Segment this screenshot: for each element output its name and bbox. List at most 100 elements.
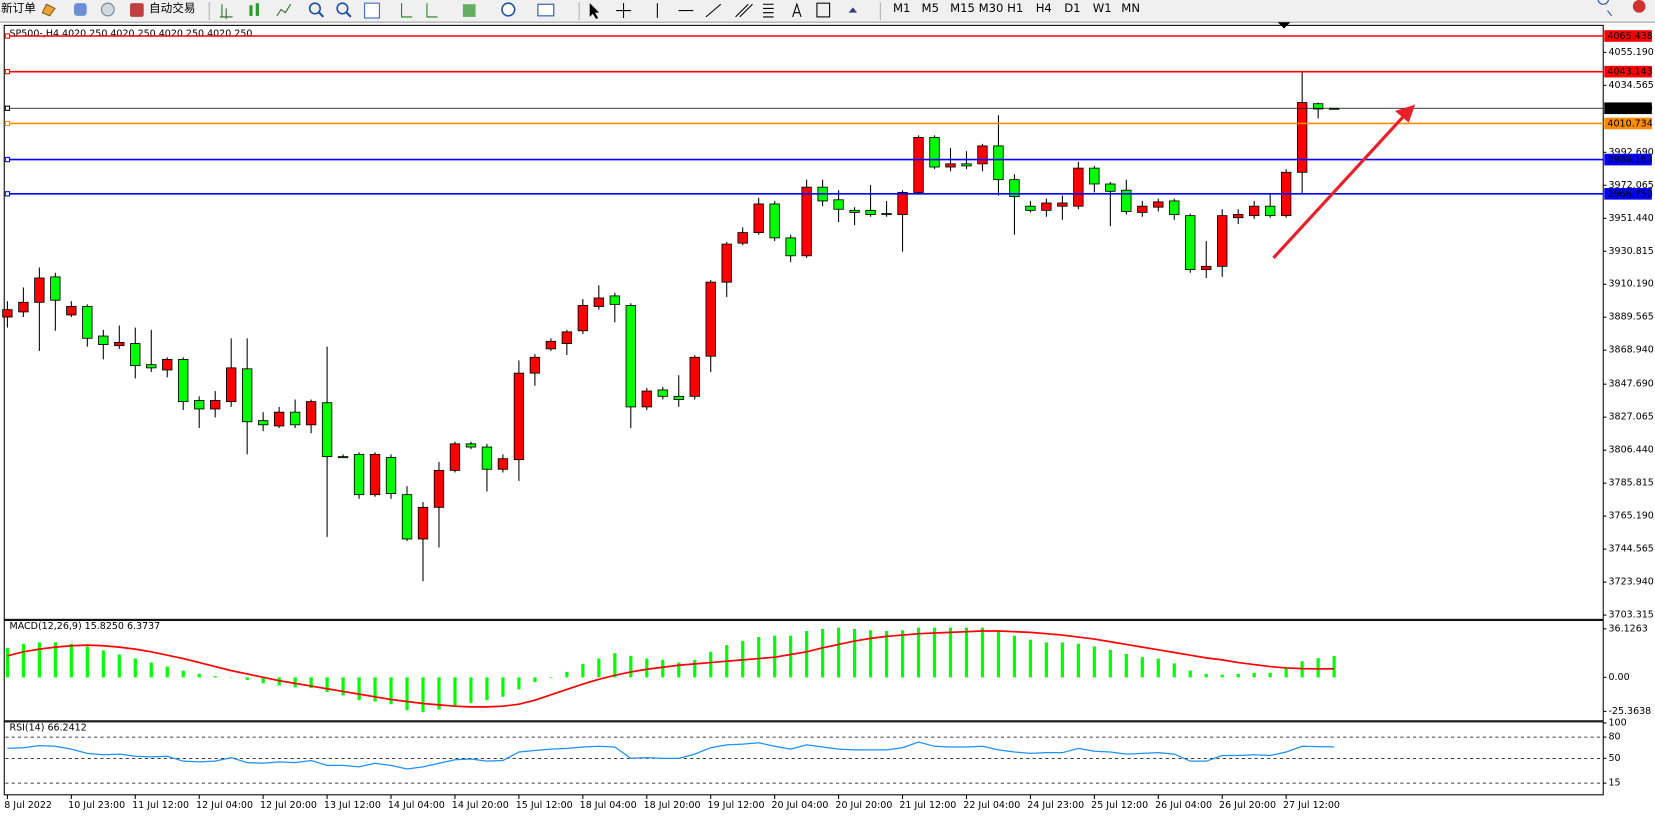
candle-body xyxy=(849,209,860,213)
macd-bar xyxy=(629,655,633,678)
candle-body xyxy=(737,232,748,244)
crosshair-tool[interactable] xyxy=(616,3,631,18)
timeframe-button[interactable]: M30 xyxy=(979,1,1004,15)
zoom-in[interactable] xyxy=(308,2,322,15)
macd-bar xyxy=(1316,658,1320,678)
icon[interactable] xyxy=(219,4,233,20)
macd-bar xyxy=(1204,673,1208,678)
candle-body xyxy=(1233,214,1244,219)
macd-bar xyxy=(565,671,569,678)
notifications[interactable] xyxy=(1632,0,1646,13)
y-tick-label: 3992.690 xyxy=(1608,147,1653,158)
candle-body xyxy=(1312,103,1324,110)
macd-bar xyxy=(1140,657,1144,678)
candle-body xyxy=(929,137,940,168)
timeframe-button[interactable]: MN xyxy=(1121,1,1140,15)
candle-body xyxy=(162,358,173,371)
icon[interactable] xyxy=(249,5,253,16)
macd-bar xyxy=(581,663,585,678)
icon[interactable] xyxy=(276,3,292,17)
candle-body xyxy=(273,411,285,427)
macd-bar xyxy=(1332,656,1336,678)
y-tick-label: 50 xyxy=(1608,753,1620,764)
auto-trading-icon[interactable] xyxy=(129,3,144,17)
candle-body xyxy=(433,469,445,508)
y-tick-label: -25.3638 xyxy=(1608,706,1651,717)
macd-bar xyxy=(293,677,297,688)
level-handle xyxy=(4,156,11,163)
y-tick-label: 3972.065 xyxy=(1608,180,1653,191)
candle-body xyxy=(945,163,956,168)
icon xyxy=(345,11,352,18)
candle-body xyxy=(545,340,557,350)
label-tool[interactable] xyxy=(816,2,831,18)
macd-bar xyxy=(69,643,73,678)
macd-bar xyxy=(245,677,249,681)
macd-bar xyxy=(1124,653,1128,678)
candle-body xyxy=(1121,189,1132,212)
text-tool[interactable] xyxy=(792,2,802,18)
trendline-tool[interactable] xyxy=(705,3,722,18)
y-tick-label: 100 xyxy=(1608,717,1626,728)
price-panel xyxy=(3,24,1604,620)
candle-body xyxy=(833,199,844,210)
macd-bar xyxy=(85,646,89,678)
macd-bar xyxy=(789,635,793,678)
timeframe-button[interactable]: H1 xyxy=(1007,1,1023,15)
signal-line xyxy=(7,630,1335,708)
level-handle xyxy=(4,69,11,75)
macd-bar xyxy=(852,628,857,678)
candle-body xyxy=(1089,167,1100,185)
new-order[interactable]: 新订单 xyxy=(1,1,36,15)
timeframe-button[interactable]: D1 xyxy=(1064,1,1080,15)
x-tick-label: 10 Jul 23:00 xyxy=(68,800,125,811)
zoom-out[interactable] xyxy=(336,2,349,15)
macd-bar xyxy=(757,637,761,678)
timeframe-button[interactable]: W1 xyxy=(1093,1,1112,15)
timeframe-button[interactable]: M1 xyxy=(893,1,910,15)
templates[interactable] xyxy=(537,3,555,17)
candle-body xyxy=(705,281,716,357)
icon[interactable] xyxy=(426,3,438,18)
icon[interactable] xyxy=(73,3,87,16)
tile-windows[interactable] xyxy=(364,2,380,19)
candle-body xyxy=(241,368,253,423)
candle-body xyxy=(1105,183,1116,192)
timeframe-button[interactable]: M5 xyxy=(922,1,939,15)
macd-bar xyxy=(325,677,329,693)
icon[interactable] xyxy=(401,3,413,18)
candle-body xyxy=(1041,202,1052,211)
candle-body xyxy=(1137,205,1148,213)
icon[interactable] xyxy=(255,3,259,16)
arrows-tool[interactable] xyxy=(848,7,858,13)
icon[interactable] xyxy=(100,2,115,17)
candle-body xyxy=(785,237,796,257)
price-label-box xyxy=(1604,65,1652,78)
indicators[interactable] xyxy=(462,4,476,17)
timeframe-button[interactable]: H4 xyxy=(1036,1,1052,15)
price-label-box xyxy=(1604,187,1652,200)
channel-tool[interactable] xyxy=(735,3,753,18)
icon[interactable] xyxy=(41,3,56,17)
x-tick-label: 18 Jul 04:00 xyxy=(580,800,637,811)
timeframe-button[interactable]: M15 xyxy=(950,1,975,15)
fibo-tool[interactable] xyxy=(763,3,774,18)
cursor-tool[interactable] xyxy=(589,3,600,20)
candle-body xyxy=(210,400,221,410)
search[interactable] xyxy=(1597,0,1613,17)
auto-trading[interactable]: 自动交易 xyxy=(149,1,195,15)
candle-body xyxy=(897,192,908,215)
macd-bar xyxy=(1284,667,1288,678)
periods[interactable] xyxy=(501,2,516,17)
macd-bar xyxy=(597,658,601,678)
candle-body xyxy=(513,372,525,461)
y-tick-label: 3785.815 xyxy=(1608,478,1653,489)
candle-body xyxy=(18,301,29,313)
toolbar: 新订单 自动交易 M1 M5 M15 M30 H1 H4 D1 W1 MN xyxy=(0,0,1655,23)
level-handle xyxy=(4,120,11,127)
macd-bar xyxy=(948,627,953,678)
candle-body xyxy=(721,243,732,283)
x-tick-label: 27 Jul 12:00 xyxy=(1283,800,1340,811)
macd-bar xyxy=(821,628,825,678)
